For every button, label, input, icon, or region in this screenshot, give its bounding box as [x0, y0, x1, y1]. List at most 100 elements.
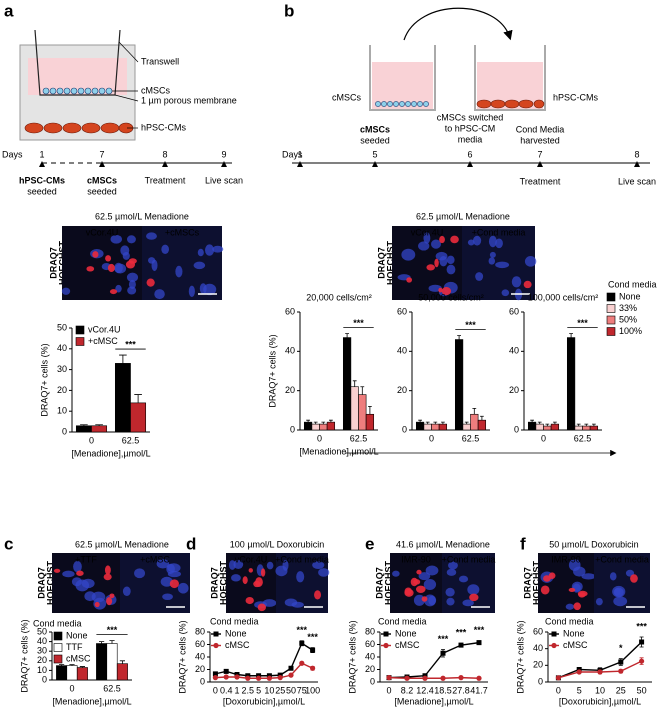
- cm-cells: [476, 99, 545, 109]
- bar: [303, 421, 313, 431]
- bar: [114, 363, 131, 433]
- error-bar: [345, 333, 349, 338]
- stain-label: DRAQ7: [36, 567, 46, 599]
- cm-cells: [24, 122, 134, 134]
- nucleus: [212, 245, 224, 253]
- y-tick-label: 30: [57, 364, 67, 374]
- nucleus: [446, 264, 456, 275]
- error-bar: [95, 424, 103, 426]
- stain-label: HOECHST: [45, 561, 55, 606]
- legend-label: None: [66, 630, 88, 640]
- error-bar: [576, 423, 581, 427]
- nucleus: [203, 283, 217, 296]
- nucleus: [275, 565, 288, 577]
- nucleus: [62, 570, 75, 578]
- stain-label: HOECHST: [383, 561, 393, 606]
- point: [212, 671, 218, 677]
- nucleus: [162, 593, 173, 601]
- day-label: 1: [39, 149, 44, 159]
- dead-cell: [128, 258, 137, 264]
- legend-swatch: [606, 327, 616, 336]
- error-bar: [464, 421, 469, 425]
- legend-swatch: [606, 292, 616, 302]
- x-tick-label: 62.5: [574, 433, 592, 443]
- stain-label: HOECHST: [531, 561, 541, 606]
- bar: [423, 423, 432, 431]
- nucleus: [423, 578, 437, 590]
- legend-label: vCor.4U: [88, 324, 121, 334]
- diagram-label: hPSC-CMs: [141, 122, 187, 132]
- nucleus: [134, 568, 146, 579]
- legend-label: None: [225, 628, 247, 638]
- nucleus: [448, 561, 458, 570]
- bar: [75, 425, 92, 433]
- y-tick-label: 10: [57, 406, 67, 416]
- dead-cell: [253, 580, 261, 588]
- point: [618, 668, 624, 674]
- nucleus: [495, 261, 510, 269]
- image-label: vCor.4U: [235, 554, 268, 564]
- point: [639, 658, 645, 664]
- error-bar: [321, 421, 326, 425]
- legend-marker: [383, 631, 389, 637]
- error-bar: [425, 421, 430, 425]
- dead-cell: [426, 264, 435, 271]
- legend-label: cMSC: [225, 640, 250, 650]
- point: [234, 674, 240, 680]
- nucleus: [401, 248, 416, 261]
- y-tick-label: 0: [538, 676, 543, 686]
- y-tick-label: 20: [397, 385, 407, 395]
- x-tick-label: 8.2: [401, 685, 414, 695]
- point: [639, 639, 645, 645]
- dead-cell: [540, 585, 550, 595]
- legend-label: None: [395, 628, 417, 638]
- y-axis-label: DRAQ7+ cells (%): [515, 620, 525, 693]
- chart-title: 100,000 cells/cm²: [528, 292, 599, 302]
- nucleus: [312, 561, 325, 569]
- annotation: ***: [438, 634, 449, 644]
- error-bar: [553, 421, 557, 425]
- well: [369, 45, 436, 111]
- day-marker: [537, 161, 543, 167]
- micrograph: vCor.4U: [392, 226, 462, 300]
- legend-title: Cond media: [210, 616, 259, 626]
- micrograph: +cMSCs: [142, 226, 224, 300]
- nucleus: [122, 252, 130, 260]
- y-tick-label: 0: [62, 426, 67, 436]
- error-bar: [569, 333, 573, 338]
- nucleus: [458, 575, 469, 583]
- nucleus: [266, 561, 274, 570]
- bar: [477, 419, 487, 431]
- bar: [431, 423, 440, 431]
- stain-label: DRAQ7: [209, 567, 219, 599]
- annotation: ***: [577, 318, 588, 328]
- annotation: ***: [353, 318, 364, 328]
- well: [474, 45, 546, 111]
- day-marker: [39, 161, 45, 167]
- chart-title: 50,000 cells/cm²: [418, 292, 484, 302]
- y-tick-label: 20: [285, 385, 295, 395]
- error-bar: [119, 354, 127, 364]
- day-label: 5: [372, 149, 377, 159]
- event-label: hPSC-CMs: [19, 175, 65, 185]
- nucleus: [193, 261, 206, 270]
- point: [386, 675, 392, 681]
- error-bar: [134, 394, 142, 403]
- nucleus: [154, 289, 165, 300]
- x-tick-label: 1: [234, 685, 239, 695]
- legend-label: TTF: [66, 642, 83, 652]
- micrograph: IMR-90: [538, 553, 596, 613]
- bar: [415, 421, 425, 431]
- legend-label: +cMSC: [88, 336, 118, 346]
- x-axis-label: [Menadione],µmol/L: [394, 696, 473, 706]
- dead-cell: [523, 280, 532, 289]
- y-tick-label: 60: [533, 626, 543, 636]
- bar: [574, 425, 583, 431]
- nucleus: [146, 232, 157, 240]
- day-label: 7: [99, 149, 104, 159]
- y-tick-label: 20: [365, 664, 375, 674]
- micrograph-title: 62.5 µmol/L Menadione: [95, 211, 189, 221]
- legend-title: Cond media: [545, 616, 594, 626]
- bar: [543, 425, 552, 431]
- y-tick-label: 50: [37, 626, 47, 636]
